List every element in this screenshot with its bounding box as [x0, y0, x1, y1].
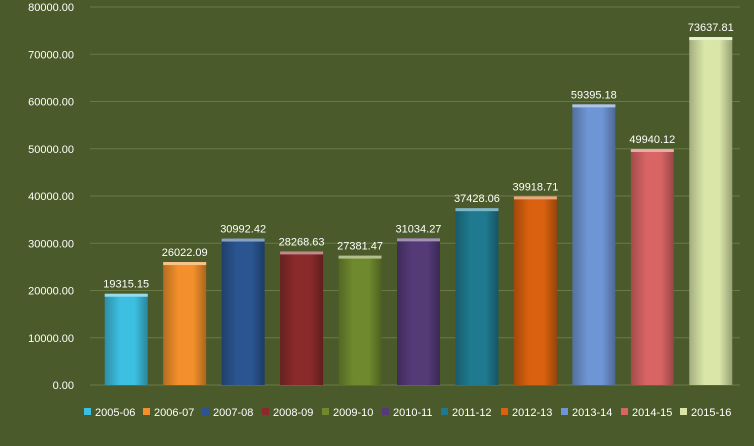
- legend-swatch: [202, 408, 209, 415]
- bar-2011-12: [455, 208, 499, 385]
- legend-label: 2009-10: [333, 407, 373, 419]
- y-tick-label: 50000.00: [28, 144, 74, 156]
- bar-top-highlight: [221, 238, 265, 242]
- legend-swatch: [322, 408, 329, 415]
- data-label: 37428.06: [454, 193, 500, 205]
- bar-top-highlight: [689, 37, 733, 41]
- y-tick-label: 20000.00: [28, 286, 74, 298]
- y-tick-label: 10000.00: [28, 333, 74, 345]
- data-label: 27381.47: [337, 241, 383, 253]
- bar-2014-15: [630, 149, 674, 385]
- bar-top-highlight: [630, 149, 674, 153]
- bar-2007-08: [221, 238, 265, 385]
- legend-label: 2007-08: [213, 407, 253, 419]
- data-label: 39918.71: [512, 181, 558, 193]
- data-label: 49940.12: [629, 134, 675, 146]
- bar-top-highlight: [104, 293, 148, 297]
- y-tick-label: 70000.00: [28, 49, 74, 61]
- data-label: 28268.63: [279, 236, 325, 248]
- y-tick-label: 80000.00: [28, 2, 74, 14]
- legend-swatch: [262, 408, 269, 415]
- legend-swatch: [143, 408, 150, 415]
- data-label: 30992.42: [220, 224, 266, 236]
- legend-label: 2014-15: [632, 407, 672, 419]
- legend-swatch: [621, 408, 628, 415]
- data-label: 73637.81: [688, 22, 734, 34]
- bar-2015-16: [689, 37, 733, 386]
- legend-swatch: [441, 408, 448, 415]
- legend-label: 2015-16: [691, 407, 731, 419]
- legend-swatch: [501, 408, 508, 415]
- y-tick-label: 40000.00: [28, 191, 74, 203]
- bar-top-highlight: [280, 251, 324, 255]
- bar-top-highlight: [163, 262, 207, 266]
- bars: [104, 37, 733, 386]
- bar-top-highlight: [338, 255, 382, 259]
- y-tick-label: 30000.00: [28, 238, 74, 250]
- legend-label: 2011-12: [452, 407, 492, 419]
- legend-label: 2006-07: [154, 407, 194, 419]
- data-labels: 19315.15 26022.09 30992.42 28268.63 27381.47…: [103, 22, 733, 291]
- legend-label: 2005-06: [95, 407, 135, 419]
- data-label: 59395.18: [571, 89, 617, 101]
- bar-2009-10: [338, 255, 382, 385]
- legend-swatch: [382, 408, 389, 415]
- legend-swatch: [680, 408, 687, 415]
- legend-label: 2013-14: [572, 407, 612, 419]
- y-axis: 0.00 10000.00 20000.00 30000.00 40000.00 5000…: [28, 2, 74, 392]
- bar-2006-07: [163, 262, 207, 385]
- bar-2013-14: [572, 104, 616, 385]
- legend: 2005-06 2006-07 2007-08 2008-09 2009-10 2010-…: [84, 407, 731, 419]
- legend-swatch: [561, 408, 568, 415]
- bar-2005-06: [104, 293, 148, 385]
- data-label: 31034.27: [396, 223, 442, 235]
- data-label: 19315.15: [103, 279, 149, 291]
- legend-label: 2008-09: [273, 407, 313, 419]
- bar-top-highlight: [572, 104, 616, 108]
- bar-2012-13: [513, 196, 557, 385]
- y-tick-label: 60000.00: [28, 97, 74, 109]
- data-label: 26022.09: [162, 247, 208, 259]
- y-tick-label: 0.00: [53, 380, 74, 392]
- bar-top-highlight: [397, 238, 440, 242]
- bar-top-highlight: [455, 208, 499, 212]
- legend-label: 2012-13: [512, 407, 552, 419]
- legend-label: 2010-11: [393, 407, 433, 419]
- bar-2008-09: [280, 251, 324, 385]
- bar-top-highlight: [513, 196, 557, 200]
- legend-swatch: [84, 408, 91, 415]
- bar-2010-11: [397, 238, 440, 385]
